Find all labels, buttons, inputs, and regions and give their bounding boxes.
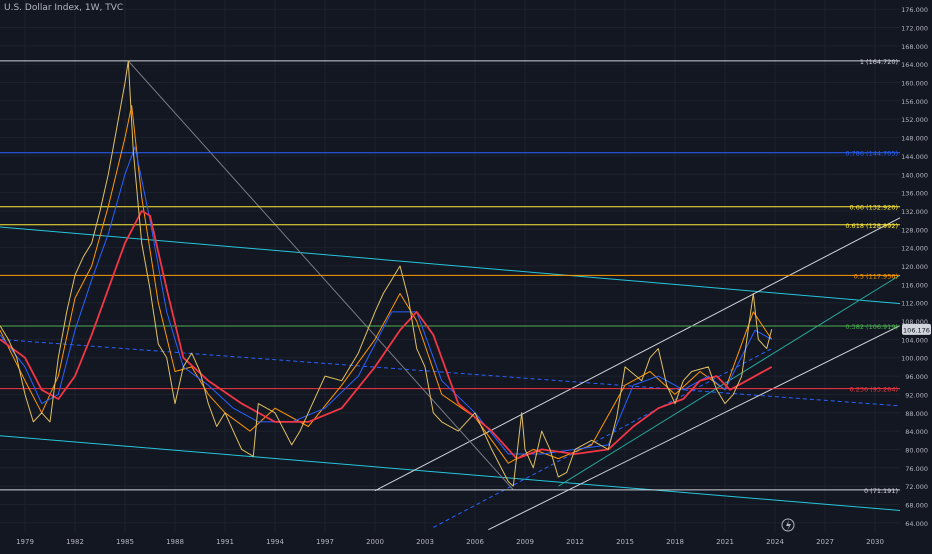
- trendline-descending-channel-bottom[interactable]: [0, 435, 901, 511]
- y-tick-label: 172.000: [901, 25, 928, 33]
- y-tick-label: 176.000: [901, 6, 928, 14]
- symbol-title: U.S. Dollar Index, 1W, TVC: [4, 3, 124, 13]
- fib-level-label: 0.66 (132.920): [850, 204, 899, 212]
- x-tick-label: 1988: [166, 538, 184, 546]
- trendline-rising-channel-bottom[interactable]: [488, 325, 901, 531]
- last-price-label: 106.176: [903, 326, 930, 334]
- lightning-icon[interactable]: [781, 518, 795, 532]
- y-tick-label: 104.000: [901, 336, 928, 344]
- y-tick-label: 108.000: [901, 318, 928, 326]
- y-tick-label: 144.000: [901, 153, 928, 161]
- y-tick-label: 140.000: [901, 171, 928, 179]
- y-tick-label: 88.000: [905, 410, 928, 418]
- fib-level-label: 0 (71.191): [864, 487, 898, 495]
- x-tick-label: 2009: [516, 538, 534, 546]
- x-tick-label: 1982: [66, 538, 84, 546]
- y-tick-label: 100.000: [901, 355, 928, 363]
- y-tick-label: 72.000: [905, 483, 928, 491]
- fib-level-label: 0.786 (144.705): [845, 150, 898, 158]
- x-tick-label: 2027: [816, 538, 834, 546]
- fib-level-label: 1 (164.720): [860, 58, 898, 66]
- x-tick-label: 2015: [616, 538, 634, 546]
- x-tick-label: 2006: [466, 538, 484, 546]
- trendline-dashed-mid[interactable]: [433, 348, 772, 528]
- y-tick-label: 92.000: [905, 391, 928, 399]
- x-tick-label: 1985: [116, 538, 134, 546]
- y-tick-label: 152.000: [901, 116, 928, 124]
- y-tick-label: 128.000: [901, 226, 928, 234]
- y-tick-label: 124.000: [901, 245, 928, 253]
- x-axis-background: [0, 532, 932, 550]
- y-tick-label: 156.000: [901, 98, 928, 106]
- fib-level-label: 0.5 (117.956): [854, 272, 898, 280]
- x-tick-label: 1979: [16, 538, 34, 546]
- y-tick-label: 132.000: [901, 208, 928, 216]
- y-tick-label: 168.000: [901, 43, 928, 51]
- last-price-tag: [902, 323, 931, 335]
- y-tick-label: 116.000: [901, 281, 928, 289]
- x-tick-label: 2021: [716, 538, 734, 546]
- y-tick-label: 64.000: [905, 520, 928, 528]
- x-tick-label: 2024: [766, 538, 784, 546]
- y-tick-label: 96.000: [905, 373, 928, 381]
- y-tick-label: 164.000: [901, 61, 928, 69]
- price-line: [0, 60, 773, 487]
- fib-level-label: 0.618 (128.992): [845, 222, 898, 230]
- y-tick-label: 80.000: [905, 446, 928, 454]
- fib-level-label: 0.236 (93.264): [850, 386, 899, 394]
- y-tick-label: 136.000: [901, 190, 928, 198]
- trendline-dashed-trend[interactable]: [0, 338, 901, 407]
- fib-level-label: 0.382 (106.919): [845, 323, 898, 331]
- x-tick-label: 2030: [866, 538, 884, 546]
- y-tick-label: 68.000: [905, 501, 928, 509]
- x-tick-label: 2000: [366, 538, 384, 546]
- x-tick-label: 2003: [416, 538, 434, 546]
- y-tick-label: 112.000: [901, 300, 928, 308]
- series-line-ema-fast: [0, 105, 773, 464]
- trendline-descending-channel-top[interactable]: [0, 226, 901, 305]
- x-tick-label: 1991: [216, 538, 234, 546]
- series-line-ema-mid: [0, 146, 772, 455]
- y-tick-label: 120.000: [901, 263, 928, 271]
- y-tick-label: 84.000: [905, 428, 928, 436]
- x-tick-label: 1994: [266, 538, 284, 546]
- x-tick-label: 2018: [666, 538, 684, 546]
- y-tick-label: 148.000: [901, 135, 928, 143]
- y-tick-label: 76.000: [905, 465, 928, 473]
- trendline-rising-channel-top[interactable]: [374, 217, 901, 492]
- x-tick-label: 2012: [566, 538, 584, 546]
- y-axis-background: [900, 0, 932, 550]
- series-line-ma-long: [0, 210, 773, 460]
- y-tick-label: 160.000: [901, 80, 928, 88]
- x-tick-label: 1997: [316, 538, 334, 546]
